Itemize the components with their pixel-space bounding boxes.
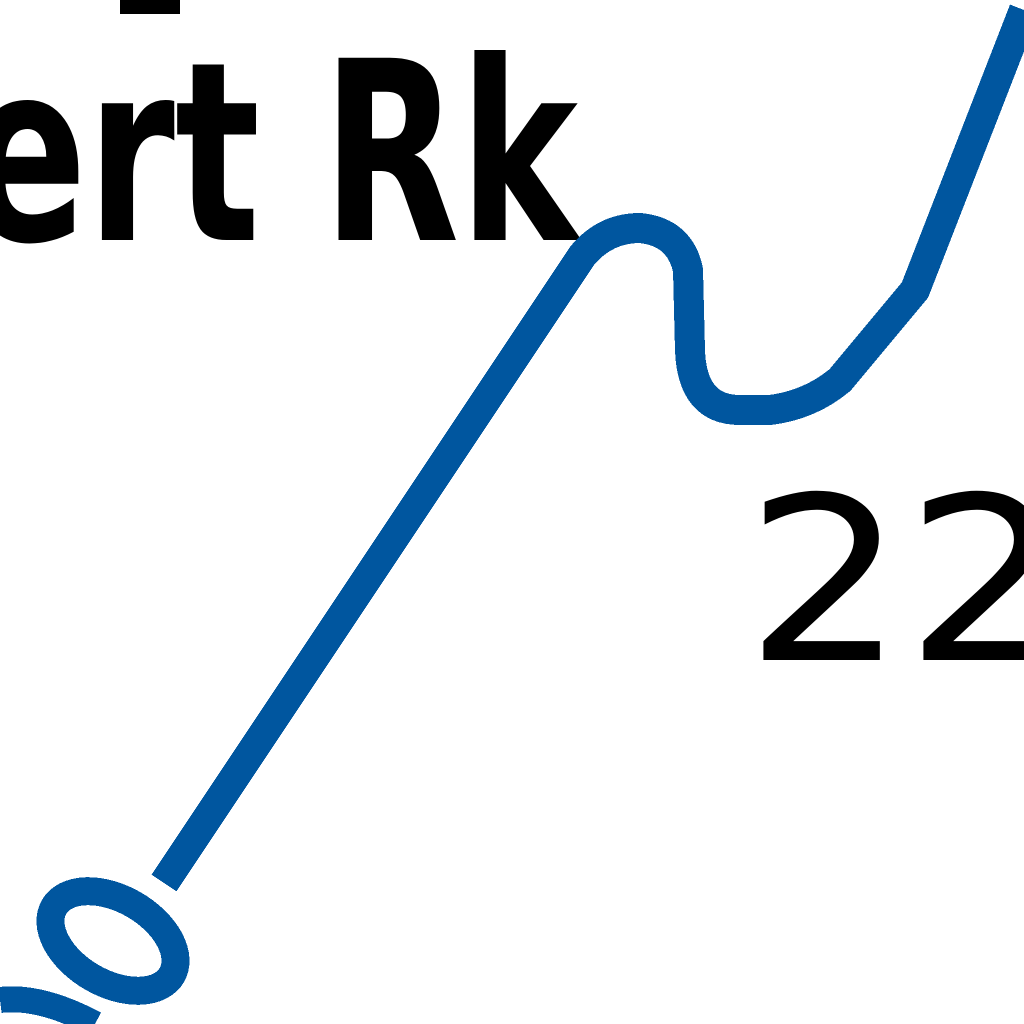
route-line	[151, 4, 1024, 892]
route-loop	[36, 877, 190, 1005]
route-number-label: 22	[745, 448, 1024, 714]
partial-label-fragment	[120, 0, 180, 14]
route-line-continuation	[0, 986, 102, 1024]
place-label: ert Rk	[0, 8, 582, 299]
